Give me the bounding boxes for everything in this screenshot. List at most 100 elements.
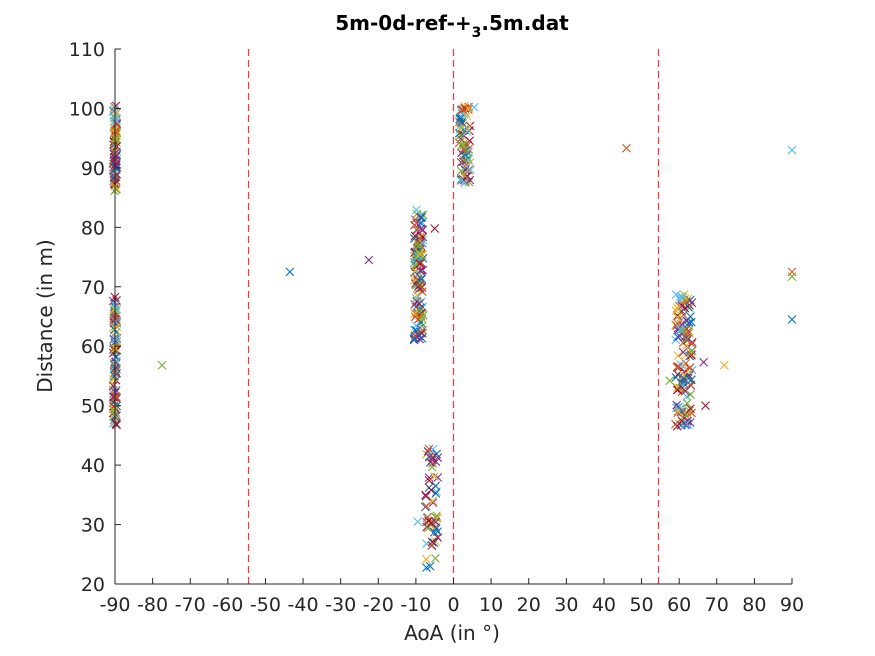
data-point (109, 105, 119, 114)
data-point (414, 241, 423, 250)
data-point (456, 166, 466, 176)
chart-title: 5m-0d-ref-+3.5m.dat (335, 11, 569, 41)
x-tick-label: -10 (400, 594, 431, 616)
data-point (665, 376, 675, 386)
x-tick-label: 20 (517, 594, 541, 616)
data-point (111, 185, 121, 194)
data-point (424, 444, 434, 454)
x-tick-label: -20 (363, 594, 394, 616)
data-point (410, 231, 420, 241)
x-tick-label: -60 (212, 594, 243, 616)
data-point (672, 385, 682, 395)
x-tick-label: 90 (780, 594, 804, 616)
data-point (422, 539, 431, 549)
data-point (112, 134, 122, 144)
data-point (110, 102, 119, 112)
x-tick-label: 50 (629, 594, 653, 616)
y-tick-label: 50 (81, 396, 105, 418)
data-point (109, 124, 119, 133)
x-tick-label: -50 (250, 594, 281, 616)
data-point (678, 347, 688, 357)
data-point (457, 117, 467, 127)
x-tick-label: -40 (288, 594, 319, 616)
y-tick-label: 20 (81, 574, 105, 596)
data-point (112, 322, 122, 331)
data-point (364, 255, 374, 265)
data-point (686, 390, 695, 399)
data-point (109, 173, 119, 183)
data-point (465, 136, 475, 146)
data-point (109, 176, 119, 186)
data-point (787, 315, 797, 324)
y-tick-label: 60 (81, 336, 105, 358)
data-point (458, 145, 468, 154)
data-point (433, 533, 443, 542)
data-point (679, 370, 689, 380)
data-point (410, 312, 420, 322)
data-point (418, 225, 427, 235)
x-tick-label: 0 (447, 594, 459, 616)
y-axis-label: Distance (in m) (33, 239, 57, 393)
data-point (415, 266, 425, 276)
data-point (414, 251, 424, 261)
data-point (457, 130, 467, 139)
y-tick-label: 40 (81, 455, 105, 477)
data-point (416, 224, 426, 234)
data-point (428, 498, 438, 507)
x-tick-label: -70 (175, 594, 206, 616)
data-point (109, 334, 119, 344)
data-point (112, 304, 122, 314)
data-point (424, 516, 433, 526)
x-tick-label: -30 (325, 594, 356, 616)
data-point (412, 326, 421, 336)
data-point (675, 402, 684, 411)
data-point (411, 205, 421, 215)
data-point (431, 488, 441, 498)
data-point (787, 145, 797, 155)
data-point (427, 537, 437, 547)
data-point (680, 303, 690, 313)
data-point (686, 346, 696, 356)
data-point (111, 356, 121, 366)
y-tick-label: 90 (81, 158, 105, 180)
data-point (679, 310, 688, 320)
data-point (679, 373, 689, 383)
x-tick-label: 80 (742, 594, 766, 616)
data-point (417, 274, 427, 284)
data-point (109, 157, 119, 167)
data-point (673, 312, 682, 322)
data-point (431, 554, 440, 563)
data-point (460, 178, 470, 188)
data-point (687, 375, 696, 385)
x-tick-label: 60 (667, 594, 691, 616)
data-point (433, 473, 443, 482)
data-point (112, 411, 121, 421)
data-point (787, 272, 797, 282)
data-point (411, 293, 421, 303)
data-point (680, 386, 690, 396)
data-point (421, 490, 430, 500)
data-point (456, 175, 466, 185)
y-tick-label: 30 (81, 515, 105, 537)
data-point (462, 111, 472, 121)
data-point (410, 309, 419, 318)
data-point (415, 249, 425, 259)
data-point (676, 292, 685, 302)
data-point (699, 357, 709, 367)
data-point (679, 326, 689, 335)
data-point (424, 476, 434, 485)
x-tick-label: 70 (705, 594, 729, 616)
data-point (110, 149, 119, 159)
data-point (421, 491, 431, 501)
data-point (111, 126, 121, 136)
data-point (111, 116, 121, 126)
data-point (109, 335, 118, 345)
x-axis-label: AoA (in °) (404, 621, 500, 645)
data-point (157, 360, 167, 370)
data-point (671, 290, 681, 300)
data-point (421, 501, 431, 511)
data-point (686, 349, 696, 359)
data-point (677, 416, 687, 426)
data-point (415, 334, 425, 344)
